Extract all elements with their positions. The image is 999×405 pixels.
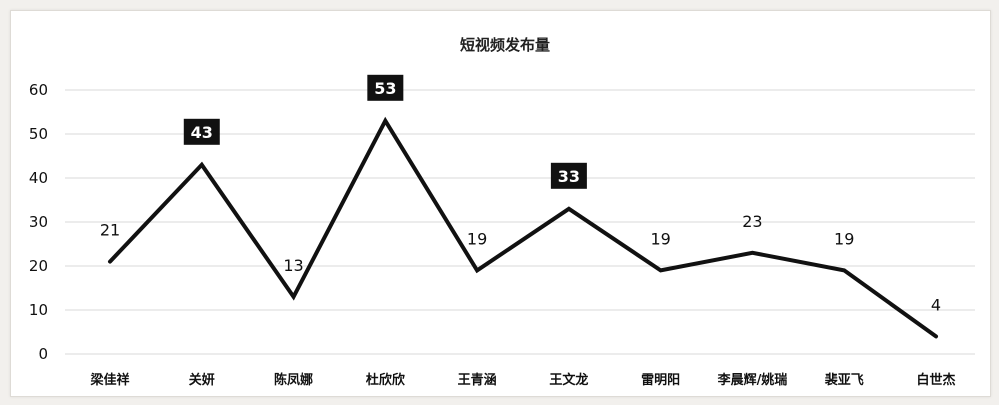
y-tick-label: 60 (29, 81, 48, 99)
data-label: 33 (558, 167, 580, 186)
y-axis-ticks: 0 10 20 30 40 50 60 (29, 81, 48, 363)
data-label-box (183, 118, 220, 145)
series-line (108, 116, 938, 339)
data-label: 19 (834, 229, 854, 248)
y-tick-label: 10 (29, 301, 48, 319)
data-label-box (550, 162, 587, 189)
data-label: 21 (100, 221, 120, 240)
y-tick-label: 40 (29, 169, 48, 187)
x-tick-label: 雷明阳 (641, 372, 680, 388)
x-tick-label: 王文龙 (549, 372, 588, 388)
y-tick-label: 50 (29, 125, 48, 143)
data-label: 43 (191, 123, 213, 142)
series-line-layer (108, 116, 938, 339)
y-tick-label: 30 (29, 213, 48, 231)
x-tick-label: 梁佳祥 (89, 372, 129, 388)
data-labels: 21 43 13 53 19 33 19 23 19 4 (100, 74, 941, 314)
data-label: 23 (742, 212, 762, 231)
y-tick-label: 0 (38, 345, 48, 363)
data-label: 4 (931, 295, 941, 314)
x-axis-ticks: 梁佳祥 关妍 陈凤娜 杜欣欣 王青涵 王文龙 雷明阳 李晨辉/姚瑞 裴亚飞 白世杰 (89, 372, 955, 388)
data-label: 53 (374, 79, 396, 98)
chart-title: 短视频发布量 (460, 36, 550, 54)
x-tick-label: 陈凤娜 (274, 372, 313, 388)
x-tick-label: 白世杰 (916, 372, 955, 388)
data-label: 13 (283, 256, 303, 275)
data-label-box (367, 74, 404, 101)
x-tick-label: 杜欣欣 (366, 372, 406, 388)
data-label: 19 (650, 229, 670, 248)
chart-frame (10, 10, 991, 397)
grid-layer (65, 89, 975, 355)
x-tick-label: 裴亚飞 (824, 372, 864, 388)
data-label: 19 (467, 229, 487, 248)
x-tick-label: 关妍 (189, 372, 215, 388)
y-tick-label: 20 (29, 257, 48, 275)
x-tick-label: 李晨辉/姚瑞 (717, 372, 788, 388)
x-tick-label: 王青涵 (458, 372, 497, 388)
